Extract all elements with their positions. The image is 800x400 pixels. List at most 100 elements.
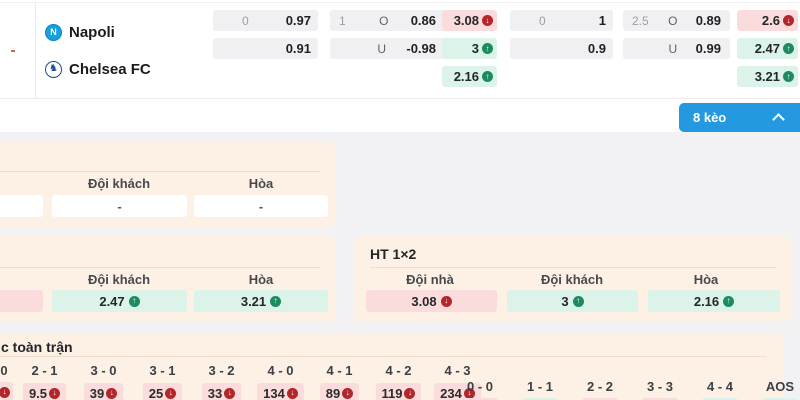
score-odds-box[interactable]: 134: [257, 383, 304, 400]
trend-down-icon: [342, 387, 354, 399]
score-label: 4 - 2: [385, 363, 412, 378]
score-odds-box[interactable]: [522, 398, 558, 400]
score-odds-box[interactable]: [702, 398, 738, 400]
score-odds-box[interactable]: 39: [83, 383, 124, 400]
odds-box-draw[interactable]: 3.21: [194, 290, 328, 312]
score-odds-box[interactable]: 119: [375, 383, 422, 400]
score-label: 3 - 2: [208, 363, 235, 378]
odds-box-home[interactable]: [0, 290, 43, 312]
odds-value: 9.5: [28, 385, 48, 400]
g1-under-odds[interactable]: U -0.98: [330, 38, 445, 59]
g2-home-win-odds[interactable]: 2.6: [737, 10, 798, 31]
trend-down-icon: [49, 387, 61, 399]
odds-count-label: 8 kèo: [693, 110, 727, 125]
odds-box-draw[interactable]: -: [194, 195, 328, 217]
header-away: Đội khách: [87, 272, 151, 287]
trend-up-icon: [723, 295, 735, 307]
win-score-columns: 2 - 1 9.5 3 - 0 39 3 - 1 25 3 - 2 33 4 -…: [15, 363, 487, 400]
trend-down-icon: [482, 15, 493, 26]
score-column: 0 - 0: [450, 379, 510, 400]
away-team: Chelsea FC: [45, 60, 151, 78]
odds-value: 2.16: [453, 69, 479, 84]
score-column: 1 - 1: [510, 379, 570, 400]
score-label: 4 - 3: [444, 363, 471, 378]
g2-under-odds[interactable]: U 0.99: [623, 38, 730, 59]
odds-box-away[interactable]: 3: [507, 290, 638, 312]
score-odds-box[interactable]: [0, 382, 13, 400]
score-odds-box[interactable]: 33: [201, 383, 242, 400]
header-away: Đội khách: [87, 176, 151, 191]
odds-count-toggle[interactable]: 8 kèo: [679, 103, 800, 132]
g1-home-win-odds[interactable]: 3.08: [442, 10, 497, 31]
odds-value: 3.08: [411, 293, 437, 309]
trend-up-icon: [783, 71, 794, 82]
odds-value: -0.98: [406, 41, 436, 56]
odds-value: 2.6: [761, 13, 780, 28]
score-column: 3 - 1 25: [133, 363, 192, 400]
handicap-line: 0: [539, 13, 546, 28]
trend-down-icon: [783, 15, 794, 26]
score-label: 1 - 1: [526, 379, 553, 394]
g1-handicap-home-odds[interactable]: 0 0.97: [213, 10, 318, 31]
score-odds-box[interactable]: 234: [434, 383, 481, 400]
score-odds-box[interactable]: [582, 398, 618, 400]
score-column: 4 - 3 234: [428, 363, 487, 400]
home-team-name: Napoli: [69, 23, 115, 41]
odds-value: 0.86: [410, 13, 436, 28]
card-ft-1x2: Đội nhà Đội khách Hòa 2.47 3.21: [0, 236, 336, 322]
score-label: 0 - 0: [466, 379, 493, 394]
odds-value: 2.47: [754, 41, 780, 56]
card-ht-1x2: HT 1×2 Đội nhà Đội khách Hòa 3.08 3 2.16: [354, 236, 792, 322]
over-label: O: [668, 13, 678, 28]
odds-box-draw[interactable]: 2.16: [648, 290, 780, 312]
trend-down-icon: [0, 386, 10, 398]
card-correct-score: c toàn trận 0 2 - 1 9.5 3 - 0 39 3 - 1 2…: [0, 334, 798, 400]
odds-box-home[interactable]: [0, 195, 43, 217]
score-odds-box[interactable]: [642, 398, 678, 400]
g2-over-odds[interactable]: 2.5 O 0.89: [623, 10, 730, 31]
score-odds-box[interactable]: [462, 398, 498, 400]
trend-up-icon: [270, 295, 282, 307]
favorite-marker: -: [10, 42, 16, 59]
g1-over-odds[interactable]: 1 O 0.86: [330, 10, 445, 31]
trend-down-icon: [463, 387, 475, 399]
score-label: 0: [0, 363, 8, 378]
score-odds-box[interactable]: [762, 398, 798, 400]
g1-draw-odds[interactable]: 3: [442, 38, 497, 59]
under-label: U: [377, 41, 387, 56]
odds-value: 1: [598, 13, 606, 28]
odds-value: 25: [148, 385, 164, 400]
trend-down-icon: [440, 295, 452, 307]
score-odds-box[interactable]: 25: [142, 383, 183, 400]
score-column: 4 - 2 119: [369, 363, 428, 400]
g1-handicap-away-odds[interactable]: 0.91: [213, 38, 318, 59]
odds-value: 3: [561, 293, 569, 309]
napoli-logo-icon: [45, 23, 62, 41]
score-column: 4 - 1 89: [310, 363, 369, 400]
g2-handicap-home-odds[interactable]: 0 1: [510, 10, 613, 31]
match-row-divider: [0, 98, 800, 99]
odds-value: 0.99: [695, 41, 721, 56]
odds-value: 0.97: [285, 13, 311, 28]
score-label: 4 - 0: [267, 363, 294, 378]
card-divider: [0, 171, 320, 172]
odds-box-home[interactable]: 3.08: [366, 290, 497, 312]
odds-value: 0.91: [285, 41, 311, 56]
header-draw: Hòa: [693, 272, 719, 287]
g2-away-win-odds[interactable]: 3.21: [737, 66, 798, 87]
odds-box-away[interactable]: -: [52, 195, 187, 217]
score-odds-box[interactable]: 89: [319, 383, 360, 400]
odds-value: 0.9: [587, 41, 606, 56]
home-team: Napoli: [45, 23, 115, 41]
odds-value: 234: [440, 385, 462, 400]
trend-down-icon: [404, 387, 416, 399]
score-odds-box[interactable]: 9.5: [22, 383, 67, 400]
odds-box-away[interactable]: 2.47: [52, 290, 187, 312]
g2-handicap-away-odds[interactable]: 0.9: [510, 38, 613, 59]
header-home: Đội nhà: [406, 272, 454, 287]
trend-down-icon: [106, 387, 118, 399]
trend-up-icon: [572, 295, 584, 307]
g2-draw-odds[interactable]: 2.47: [737, 38, 798, 59]
g1-away-win-odds[interactable]: 2.16: [442, 66, 497, 87]
odds-value: 39: [89, 385, 105, 400]
